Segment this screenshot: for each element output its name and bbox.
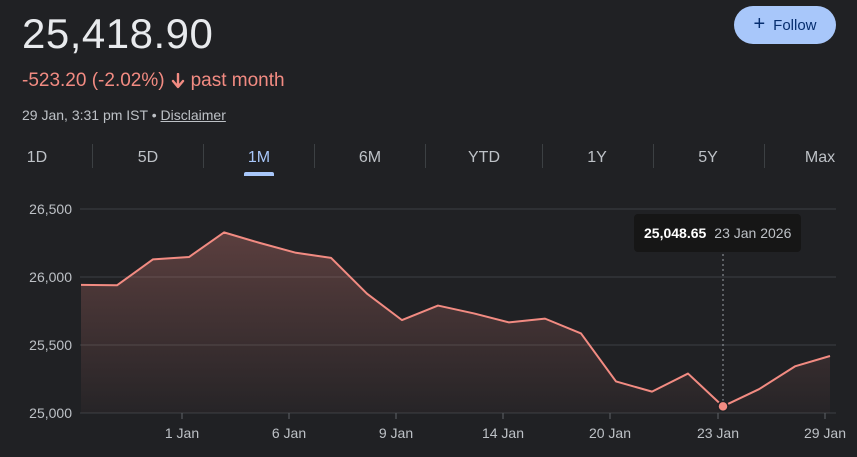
x-tick-label: 23 Jan	[697, 425, 739, 441]
tab-label: 1Y	[587, 149, 607, 166]
x-tick-label: 14 Jan	[482, 425, 524, 441]
data-point[interactable]	[435, 303, 441, 309]
y-tick-label: 26,500	[29, 201, 72, 217]
tab-separator	[542, 144, 543, 168]
tab-label: YTD	[468, 149, 500, 166]
tooltip-value: 25,048.65	[644, 225, 707, 241]
data-point[interactable]	[293, 250, 299, 256]
tab-label: 5D	[137, 149, 159, 166]
x-tick-label: 9 Jan	[379, 425, 413, 441]
disclaimer-link[interactable]: Disclaimer	[160, 107, 226, 123]
data-point[interactable]	[471, 310, 477, 316]
highlight-point	[717, 400, 729, 413]
plus-icon: +	[753, 13, 766, 35]
current-price: 25,418.90	[22, 10, 214, 57]
data-point[interactable]	[613, 378, 619, 384]
tab-1d[interactable]: 1D	[0, 140, 77, 176]
y-tick-label: 25,500	[29, 337, 72, 353]
tab-label: 6M	[358, 149, 382, 166]
tab-5d[interactable]: 5D	[108, 140, 188, 176]
tab-separator	[314, 144, 315, 168]
data-point[interactable]	[542, 316, 548, 322]
data-point[interactable]	[364, 291, 370, 297]
data-point[interactable]	[685, 371, 691, 377]
x-tick-label: 29 Jan	[804, 425, 846, 441]
data-point[interactable]	[257, 240, 263, 246]
data-point[interactable]	[114, 282, 120, 288]
tab-max[interactable]: Max	[780, 140, 857, 176]
tab-label: 5Y	[698, 149, 718, 166]
tab-separator	[425, 144, 426, 168]
range-tabs: 1D 5D 1M 6M YTD 1Y 5Y Max	[0, 140, 857, 176]
price-change: -523.20 (-2.02%) past month	[22, 70, 285, 92]
tab-1y[interactable]: 1Y	[557, 140, 637, 176]
tab-separator	[653, 144, 654, 168]
series-area	[81, 232, 830, 413]
tooltip-date: 23 Jan 2026	[714, 225, 792, 241]
data-point[interactable]	[792, 363, 798, 369]
data-point[interactable]	[578, 330, 584, 336]
change-period: past month	[190, 70, 285, 91]
tab-label: 1M	[247, 149, 271, 166]
data-point[interactable]	[186, 254, 192, 260]
quote-meta: 29 Jan, 3:31 pm IST • Disclaimer	[22, 107, 226, 123]
timestamp: 29 Jan, 3:31 pm IST	[22, 107, 148, 123]
active-tab-indicator	[244, 172, 274, 176]
x-tick-label: 20 Jan	[589, 425, 631, 441]
y-tick-label: 26,000	[29, 269, 72, 285]
tab-6m[interactable]: 6M	[330, 140, 410, 176]
price-chart: 26,500 26,000 25,500 25,000 1 Jan 6 Jan 9 Jan 1…	[29, 201, 846, 441]
chart-tooltip: 25,048.65 23 Jan 2026	[634, 214, 802, 252]
tab-label: 1D	[26, 149, 48, 166]
change-value: -523.20 (-2.02%)	[22, 70, 165, 91]
follow-button[interactable]: + Follow	[734, 6, 836, 44]
data-point[interactable]	[399, 317, 405, 323]
follow-label: Follow	[773, 16, 817, 34]
tab-label: Max	[804, 149, 836, 166]
tab-1m[interactable]: 1M	[219, 140, 299, 176]
tab-ytd[interactable]: YTD	[444, 140, 524, 176]
data-point[interactable]	[649, 389, 655, 395]
arrow-down-icon	[171, 73, 184, 89]
data-point[interactable]	[827, 353, 833, 359]
meta-separator: •	[151, 107, 157, 123]
data-point[interactable]	[506, 319, 512, 325]
data-point[interactable]	[756, 386, 762, 392]
data-point[interactable]	[78, 282, 84, 288]
tab-5y[interactable]: 5Y	[668, 140, 748, 176]
x-tick-label: 1 Jan	[165, 425, 199, 441]
series-line	[80, 231, 831, 408]
data-point[interactable]	[221, 229, 227, 235]
tab-separator	[92, 144, 93, 168]
data-point[interactable]	[328, 255, 334, 261]
tab-separator	[203, 144, 204, 168]
x-tick-label: 6 Jan	[272, 425, 306, 441]
y-tick-label: 25,000	[29, 405, 72, 421]
tab-separator	[764, 144, 765, 168]
data-point[interactable]	[150, 256, 156, 262]
